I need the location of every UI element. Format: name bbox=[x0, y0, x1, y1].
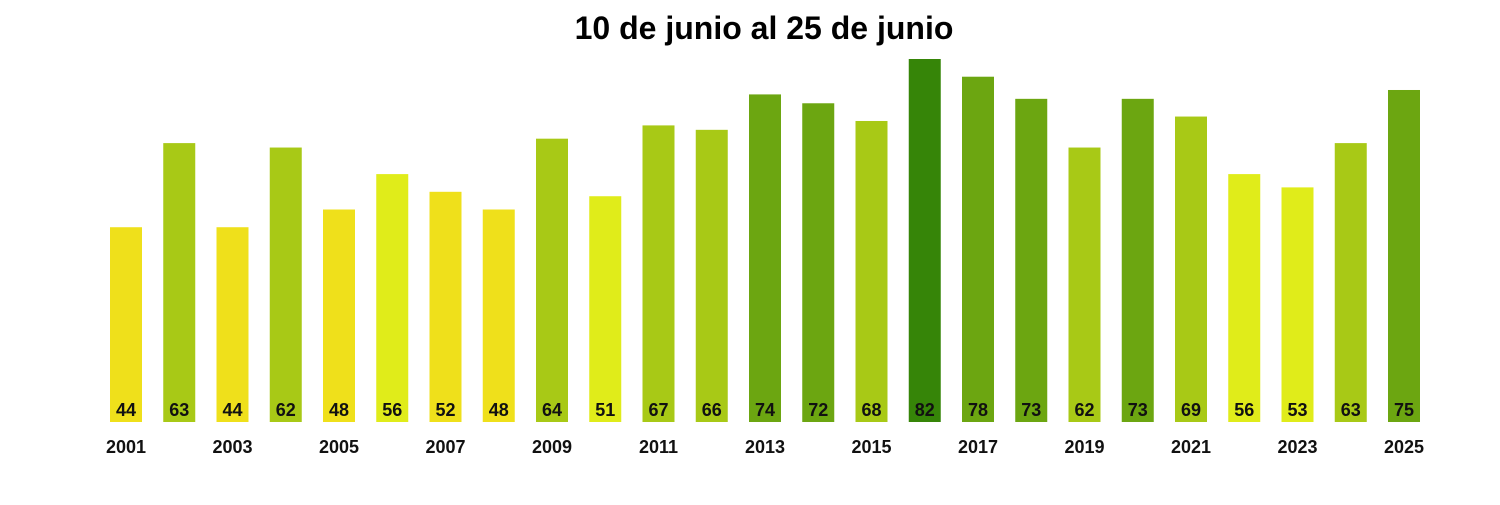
bar-2010 bbox=[589, 196, 622, 422]
bar-2017 bbox=[962, 76, 994, 423]
bar-2011 bbox=[642, 125, 675, 423]
bar-2006 bbox=[376, 174, 409, 422]
bar-value-label-2015: 68 bbox=[861, 400, 881, 420]
bar-2007 bbox=[429, 191, 462, 422]
bar-value-label-2025: 75 bbox=[1394, 400, 1414, 420]
bar-2022 bbox=[1228, 174, 1261, 422]
bar-2023 bbox=[1281, 187, 1314, 422]
bar-value-label-2019: 62 bbox=[1074, 400, 1094, 420]
bar-2005 bbox=[323, 209, 355, 422]
bar-2008 bbox=[482, 209, 515, 422]
value-labels-layer: 44 63 44 62 48 56 52 48 64 51 67 66 74 72 68 82 78 73 62 73… bbox=[116, 400, 1414, 420]
x-tick-label-2009: 2009 bbox=[532, 437, 572, 457]
bar-2016 bbox=[908, 59, 941, 422]
x-tick-label-2003: 2003 bbox=[212, 437, 252, 457]
bar-value-label-2004: 62 bbox=[276, 400, 296, 420]
bar-2003 bbox=[216, 227, 249, 422]
x-tick-label-2005: 2005 bbox=[319, 437, 359, 457]
bar-value-label-2001: 44 bbox=[116, 400, 136, 420]
bar-2001 bbox=[110, 227, 142, 422]
bar-value-label-2016: 82 bbox=[915, 400, 935, 420]
bar-value-label-2012: 66 bbox=[702, 400, 722, 420]
bar-value-label-2003: 44 bbox=[222, 400, 242, 420]
bar-value-label-2009: 64 bbox=[542, 400, 562, 420]
bar-value-label-2021: 69 bbox=[1181, 400, 1201, 420]
bar-value-label-2020: 73 bbox=[1128, 400, 1148, 420]
bar-2025 bbox=[1388, 89, 1420, 423]
bar-2019 bbox=[1068, 147, 1101, 423]
x-tick-label-2017: 2017 bbox=[958, 437, 998, 457]
bars-layer bbox=[110, 59, 1420, 423]
x-tick-label-2015: 2015 bbox=[851, 437, 891, 457]
chart-title: 10 de junio al 25 de junio bbox=[574, 10, 954, 46]
bar-value-label-2013: 74 bbox=[755, 400, 775, 420]
bar-value-label-2005: 48 bbox=[329, 400, 349, 420]
bar-value-label-2017: 78 bbox=[968, 400, 988, 420]
bar-2020 bbox=[1121, 98, 1154, 422]
bar-2021 bbox=[1175, 116, 1207, 423]
bar-2013 bbox=[749, 94, 781, 422]
bar-value-label-2008: 48 bbox=[489, 400, 509, 420]
bar-value-label-2018: 73 bbox=[1021, 400, 1041, 420]
bar-value-label-2002: 63 bbox=[169, 400, 189, 420]
bar-value-label-2007: 52 bbox=[435, 400, 455, 420]
bar-2024 bbox=[1334, 143, 1367, 423]
bar-value-label-2011: 67 bbox=[648, 400, 668, 420]
bar-value-label-2010: 51 bbox=[595, 400, 615, 420]
x-tick-label-2011: 2011 bbox=[639, 437, 678, 457]
x-tick-label-2025: 2025 bbox=[1384, 437, 1424, 457]
bar-value-label-2022: 56 bbox=[1234, 400, 1254, 420]
bar-2018 bbox=[1015, 98, 1048, 422]
bar-value-label-2023: 53 bbox=[1287, 400, 1307, 420]
bar-2004 bbox=[269, 147, 302, 423]
bar-value-label-2024: 63 bbox=[1341, 400, 1361, 420]
bar-2009 bbox=[536, 138, 568, 422]
x-tick-label-2007: 2007 bbox=[425, 437, 465, 457]
bar-2014 bbox=[802, 103, 835, 423]
x-tick-label-2019: 2019 bbox=[1064, 437, 1104, 457]
x-tick-label-2023: 2023 bbox=[1277, 437, 1317, 457]
x-tick-label-2013: 2013 bbox=[745, 437, 785, 457]
x-tick-label-2001: 2001 bbox=[106, 437, 146, 457]
bar-value-label-2014: 72 bbox=[808, 400, 828, 420]
bar-2002 bbox=[163, 143, 196, 423]
x-axis-ticks: 2001 2003 2005 2007 2009 2011 2013 2015 2017 2019… bbox=[106, 437, 1424, 457]
bar-value-label-2006: 56 bbox=[382, 400, 402, 420]
x-tick-label-2021: 2021 bbox=[1171, 437, 1211, 457]
bar-2015 bbox=[855, 120, 888, 422]
bar-2012 bbox=[695, 129, 728, 422]
